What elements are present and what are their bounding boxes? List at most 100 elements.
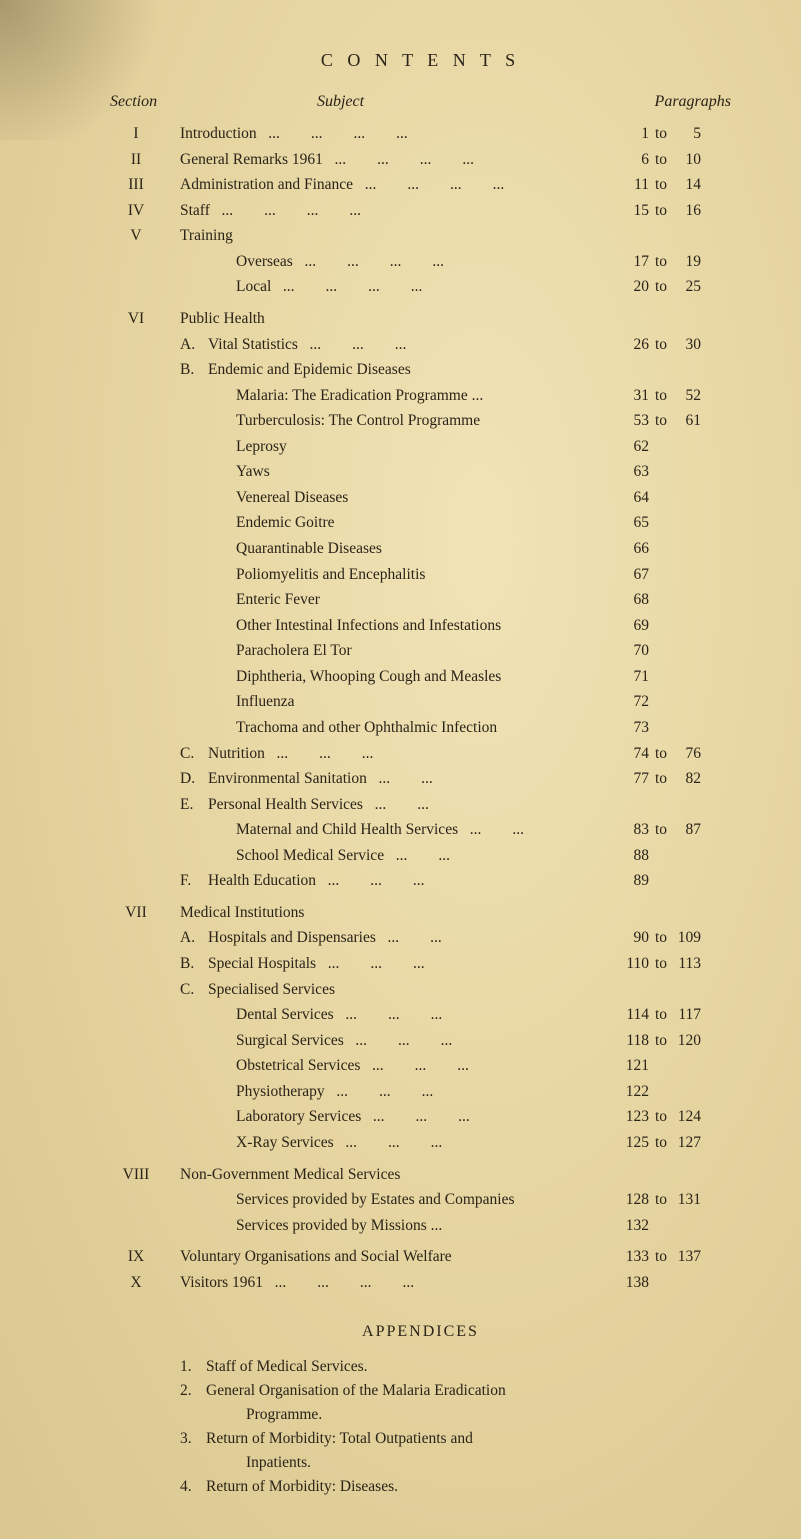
to-word: to — [649, 925, 673, 951]
section-label: Voluntary Organisations and Social Welfa… — [180, 1248, 452, 1265]
para-to: 76 — [673, 741, 701, 767]
vi-C: C.Nutrition 74to76 — [110, 741, 731, 767]
sub-label: Malaria: The Eradication Programme ... — [180, 383, 621, 409]
section-label: Public Health — [180, 306, 621, 332]
para-from: 89 — [621, 868, 649, 894]
paragraph-range: 70 — [621, 638, 731, 664]
section-VI: VI Public Health — [110, 306, 731, 332]
appendices-title: APPENDICES — [110, 1323, 731, 1341]
section-label: Training — [180, 223, 621, 249]
toc-subrow: Venereal Diseases 64 — [110, 485, 731, 511]
paragraph-range: 62 — [621, 434, 731, 460]
toc-row: III Administration and Finance 11to14 — [110, 172, 731, 198]
para-from: 110 — [621, 951, 649, 977]
paragraph-range: 125to127 — [621, 1130, 731, 1156]
toc-subrow: Yaws 63 — [110, 459, 731, 485]
toc-subrow: Obstetrical Services 121 — [110, 1053, 731, 1079]
paragraph-range: 118to120 — [621, 1028, 731, 1054]
sub-label: Special Hospitals — [208, 955, 316, 972]
sub-label: Diphtheria, Whooping Cough and Measles — [180, 664, 621, 690]
page: C O N T E N T S Section Subject Paragrap… — [0, 0, 801, 1539]
toc-subrow: Local 20to25 — [110, 274, 731, 300]
header-paragraphs: Paragraphs — [621, 93, 731, 111]
paragraph-range: 122 — [621, 1079, 731, 1105]
sub-label: Personal Health Services — [208, 796, 363, 813]
paragraph-range: 83to87 — [621, 817, 731, 843]
paragraph-range: 6to10 — [621, 147, 731, 173]
paragraph-range: 68 — [621, 587, 731, 613]
sub-label: Vital Statistics — [208, 336, 298, 353]
paragraph-range: 73 — [621, 715, 731, 741]
toc-subrow: Turberculosis: The Control Programme 53t… — [110, 408, 731, 434]
contents-title: C O N T E N T S — [110, 50, 731, 71]
sub-label: Turberculosis: The Control Programme — [180, 408, 621, 434]
toc-subrow: Services provided by Estates and Compani… — [110, 1187, 731, 1213]
toc-subrow: Surgical Services 118to120 — [110, 1028, 731, 1054]
vi-A: A.Vital Statistics 26to30 — [110, 332, 731, 358]
header-subject: Subject — [180, 93, 621, 111]
paragraph-range: 31to52 — [621, 383, 731, 409]
section-num: IX — [110, 1244, 180, 1270]
paragraph-range: 17to19 — [621, 249, 731, 275]
paragraph-range: 64 — [621, 485, 731, 511]
sub-letter: F. — [180, 868, 208, 894]
sub-letter: D. — [180, 766, 208, 792]
section-num: III — [110, 172, 180, 198]
paragraph-range: 128to131 — [621, 1187, 731, 1213]
para-to: 137 — [673, 1244, 701, 1270]
toc-subrow: Maternal and Child Health Services 83to8… — [110, 817, 731, 843]
sub-label: Physiotherapy — [180, 1079, 621, 1105]
paragraph-range: 71 — [621, 664, 731, 690]
section-label: Administration and Finance — [180, 172, 621, 198]
sub-letter: B. — [180, 357, 208, 383]
appendix-num: 3. — [180, 1427, 206, 1475]
toc-subrow: Enteric Fever 68 — [110, 587, 731, 613]
section-num: VI — [110, 306, 180, 332]
sub-label: Maternal and Child Health Services — [180, 817, 621, 843]
para-to: 109 — [673, 925, 701, 951]
toc-subrow: X-Ray Services 125to127 — [110, 1130, 731, 1156]
sub-label: Local — [180, 274, 621, 300]
toc-subrow: Other Intestinal Infections and Infestat… — [110, 613, 731, 639]
paragraph-range: 114to117 — [621, 1002, 731, 1028]
sub-label: Leprosy — [180, 434, 621, 460]
toc-subrow: Physiotherapy 122 — [110, 1079, 731, 1105]
para-from: 138 — [621, 1270, 649, 1296]
vii-B: B.Special Hospitals 110to113 — [110, 951, 731, 977]
section-num: IV — [110, 198, 180, 224]
to-word: to — [649, 332, 673, 358]
appendix-num: 4. — [180, 1475, 206, 1499]
toc-subrow: Quarantinable Diseases 66 — [110, 536, 731, 562]
section-label: Non-Government Medical Services — [180, 1162, 621, 1188]
toc-subrow: Trachoma and other Ophthalmic Infection … — [110, 715, 731, 741]
to-word: to — [649, 766, 673, 792]
sub-letter: C. — [180, 741, 208, 767]
para-from: 26 — [621, 332, 649, 358]
section-VII: VII Medical Institutions — [110, 900, 731, 926]
appendix-row: 1. Staff of Medical Services. — [110, 1355, 731, 1379]
toc-subrow: Diphtheria, Whooping Cough and Measles 7… — [110, 664, 731, 690]
para-to: 30 — [673, 332, 701, 358]
section-VIII: VIII Non-Government Medical Services — [110, 1162, 731, 1188]
section-label: Introduction — [180, 121, 621, 147]
appendix-row: 3. Return of Morbidity: Total Outpatient… — [110, 1427, 731, 1475]
appendix-text: Staff of Medical Services. — [206, 1355, 731, 1379]
section-num: II — [110, 147, 180, 173]
paragraph-range: 69 — [621, 613, 731, 639]
appendix-row: 4. Return of Morbidity: Diseases. — [110, 1475, 731, 1499]
sub-label: Yaws — [180, 459, 621, 485]
toc-subrow: Laboratory Services 123to124 — [110, 1104, 731, 1130]
appendix-text: General Organisation of the Malaria Erad… — [206, 1379, 731, 1427]
section-label: General Remarks 1961 — [180, 147, 621, 173]
paragraph-range: 65 — [621, 510, 731, 536]
vii-A: A.Hospitals and Dispensaries 90to109 — [110, 925, 731, 951]
sub-label: Other Intestinal Infections and Infestat… — [180, 613, 621, 639]
sub-label: Services provided by Estates and Compani… — [180, 1187, 621, 1213]
sub-letter: A. — [180, 332, 208, 358]
paragraph-range: 53to61 — [621, 408, 731, 434]
sub-label: Quarantinable Diseases — [180, 536, 621, 562]
sub-label: Influenza — [180, 689, 621, 715]
appendix-text: Return of Morbidity: Total Outpatients a… — [206, 1427, 731, 1475]
section-num: I — [110, 121, 180, 147]
sub-label: Health Education — [208, 872, 316, 889]
